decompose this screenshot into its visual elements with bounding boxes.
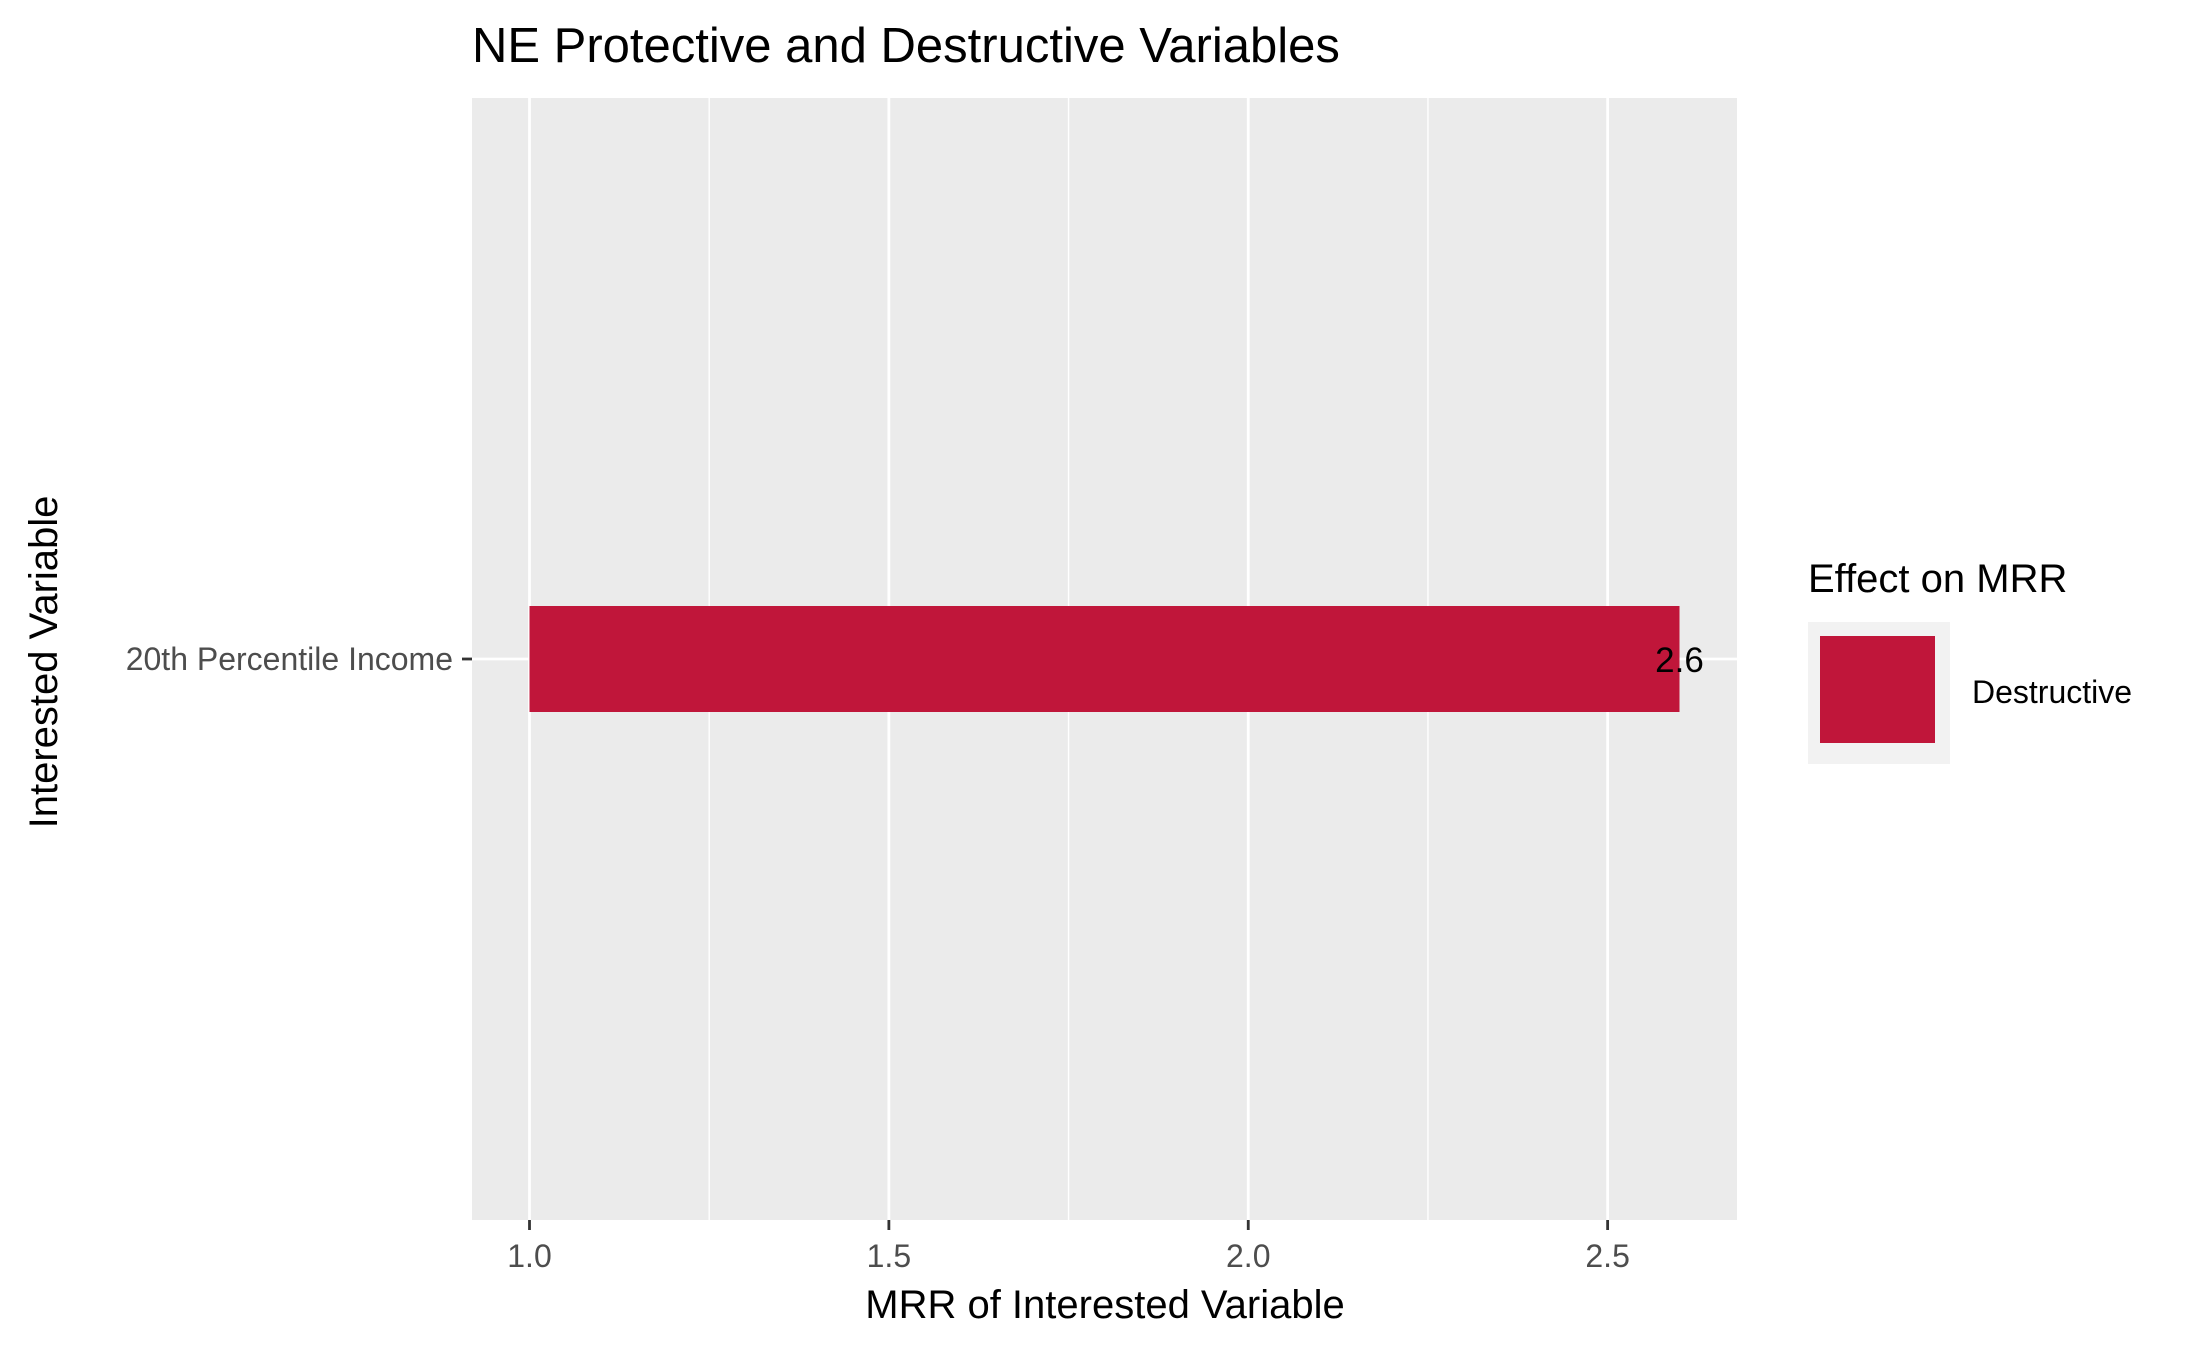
bar-data-labels: 2.6 (1655, 641, 1704, 680)
legend-swatch (1820, 636, 1935, 743)
bar (529, 606, 1680, 712)
bars (529, 606, 1680, 712)
chart-title: NE Protective and Destructive Variables (472, 19, 1340, 73)
legend-title: Effect on MRR (1808, 557, 2067, 601)
bar-data-label: 2.6 (1655, 641, 1704, 680)
y-axis-title: Interested Variable (22, 496, 66, 829)
x-tick-label: 1.0 (507, 1238, 551, 1274)
x-axis-title: MRR of Interested Variable (865, 1283, 1344, 1327)
y-axis-ticks: 20th Percentile Income (126, 641, 472, 677)
y-tick-label: 20th Percentile Income (126, 641, 453, 677)
x-axis-ticks: 1.0 1.5 2.0 2.5 (507, 1220, 1630, 1274)
legend-entries: Destructive (1808, 622, 2132, 764)
legend-label: Destructive (1972, 674, 2132, 710)
legend: Effect on MRR Destructive (1808, 557, 2132, 764)
x-tick-label: 2.5 (1585, 1238, 1629, 1274)
x-tick-label: 1.5 (867, 1238, 911, 1274)
x-tick-label: 2.0 (1226, 1238, 1270, 1274)
